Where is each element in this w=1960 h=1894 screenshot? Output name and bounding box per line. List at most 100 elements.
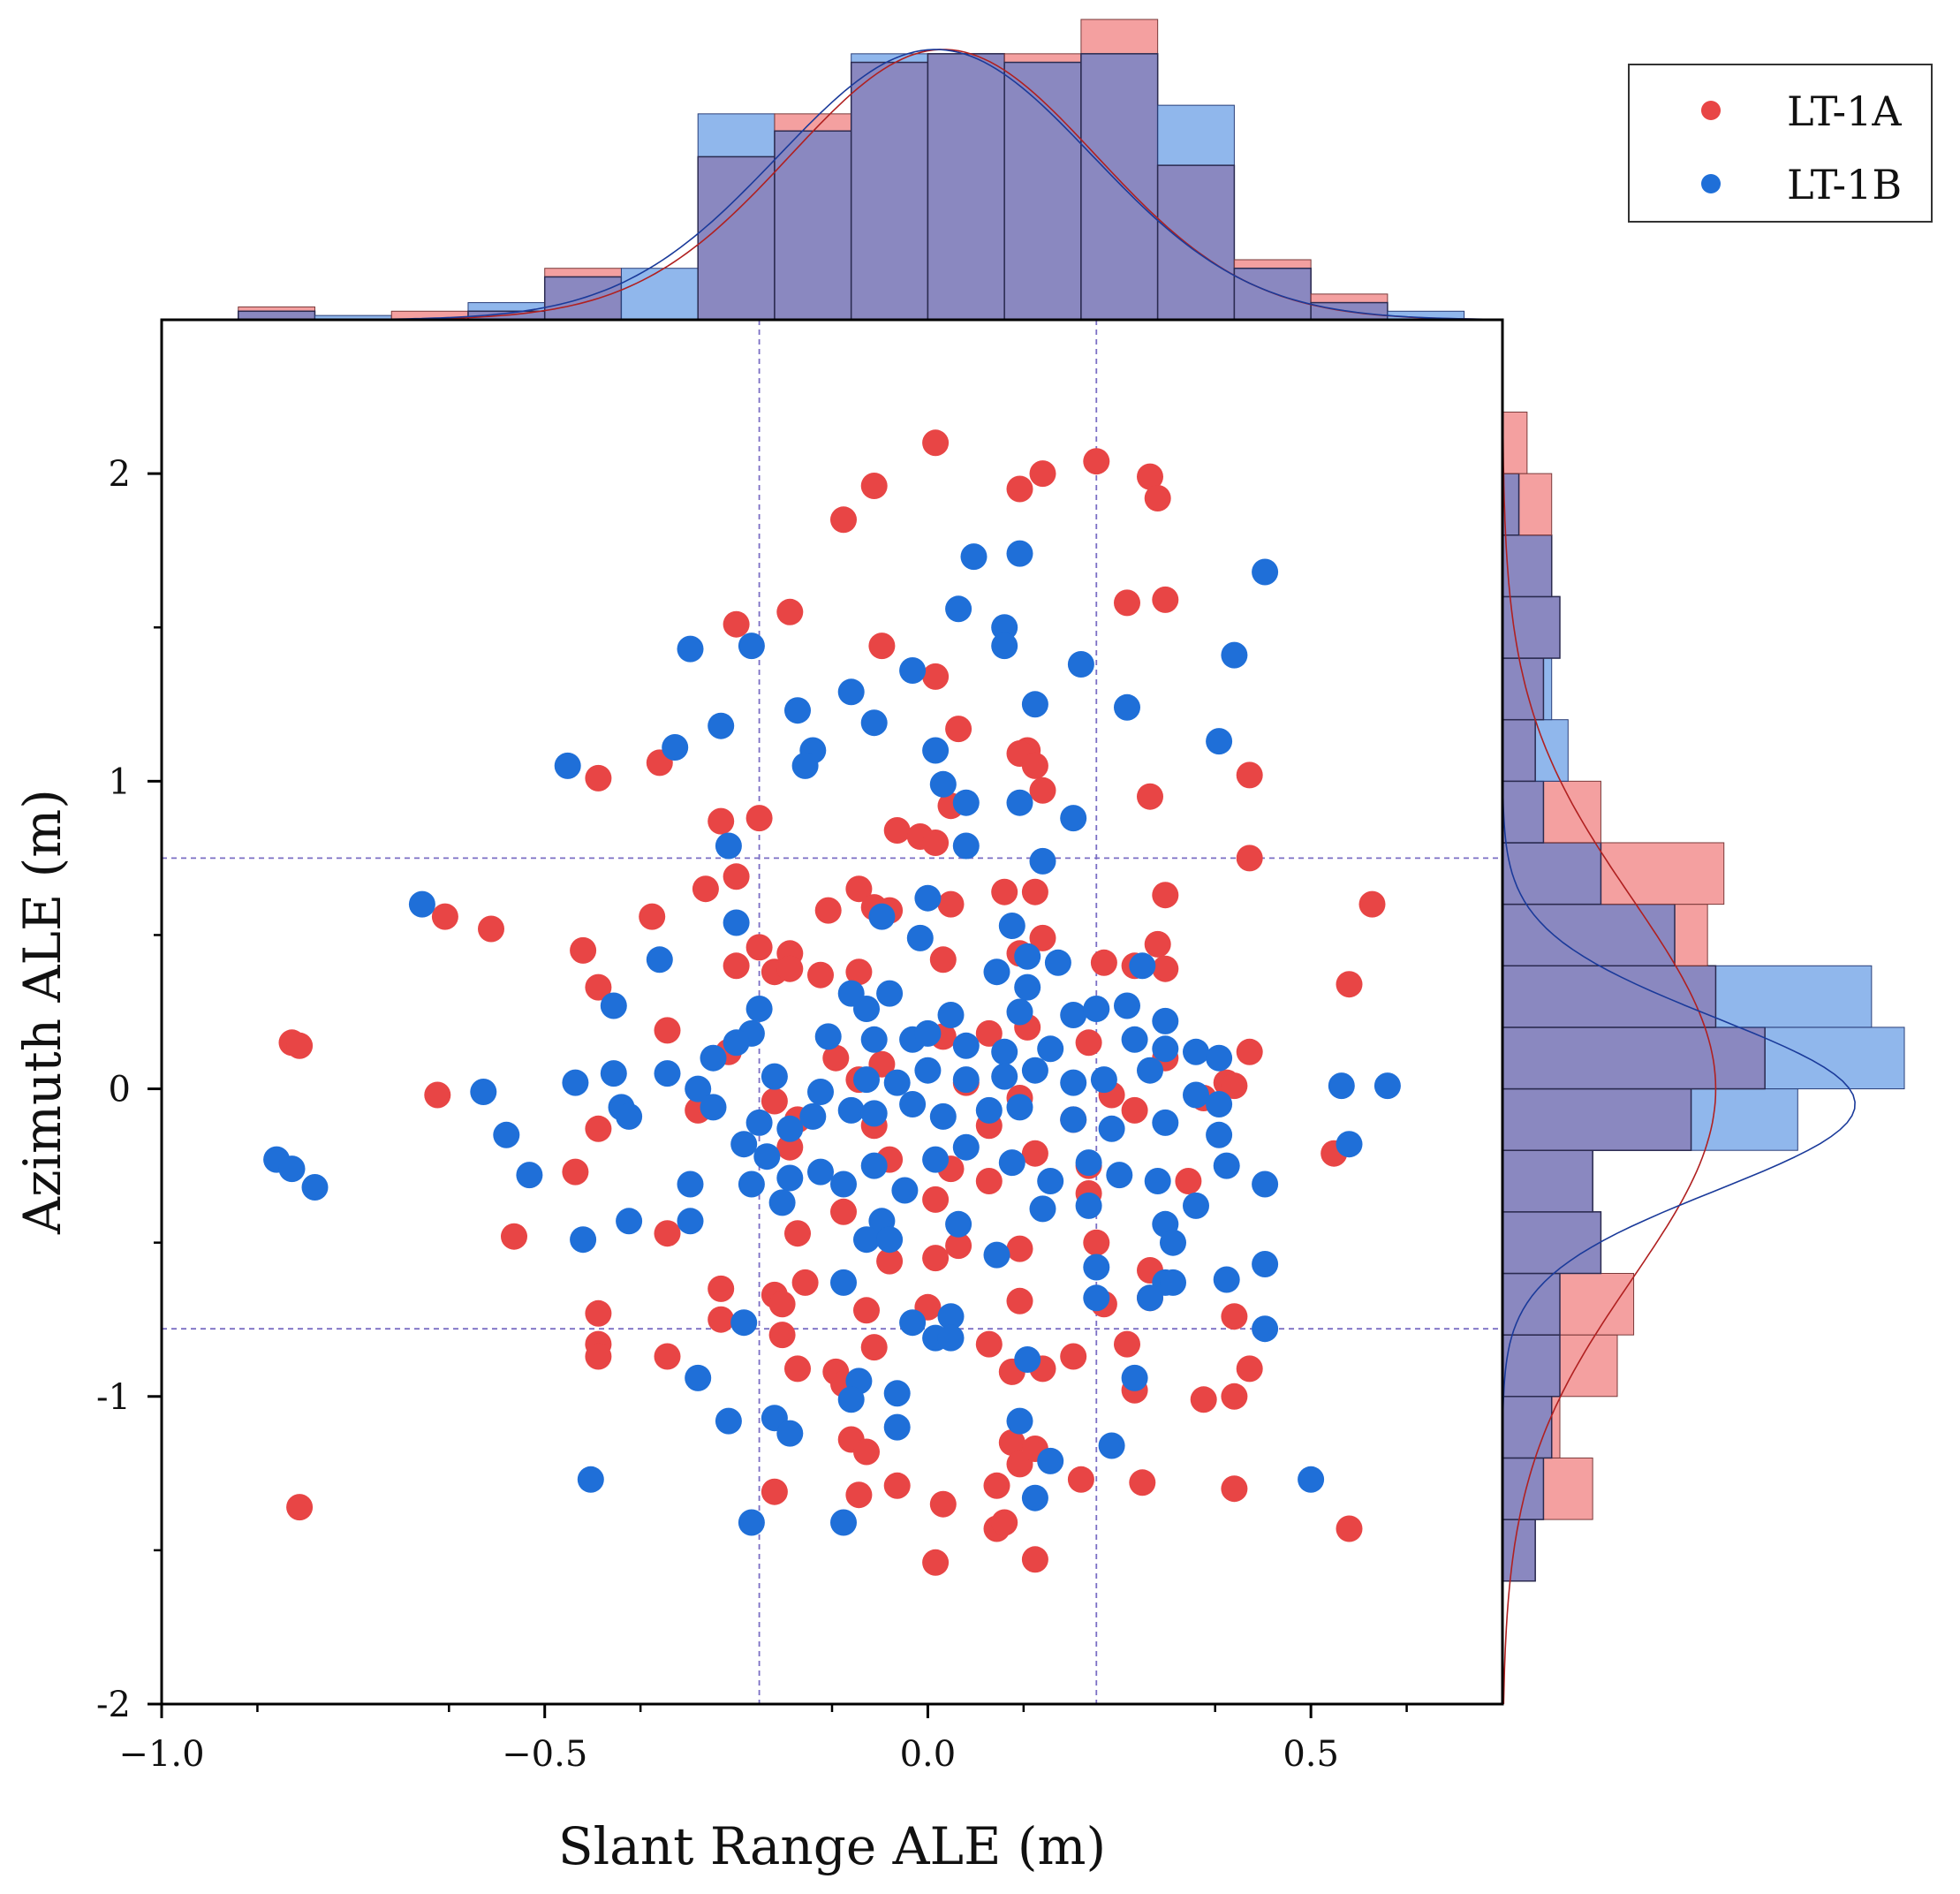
scatter-point-lt-1b (600, 1060, 627, 1087)
top-hist-bar-overlap (1156, 164, 1236, 321)
scatter-point-lt-1a (776, 1133, 804, 1161)
scatter-point-lt-1b (937, 1324, 965, 1352)
scatter-point-lt-1a (286, 1494, 314, 1521)
scatter-point-lt-1b (837, 1096, 865, 1124)
scatter-point-lt-1b (899, 1091, 927, 1117)
scatter-point-lt-1a (1358, 890, 1386, 918)
scatter-point-lt-1b (1213, 1152, 1240, 1179)
scatter-point-lt-1a (1137, 783, 1163, 810)
scatter-point-lt-1b (1060, 1069, 1087, 1096)
scatter-point-lt-1a (1236, 845, 1263, 872)
scatter-point-lt-1a (723, 610, 750, 638)
scatter-point-lt-1b (860, 1100, 888, 1127)
scatter-point-lt-1b (899, 1309, 927, 1337)
scatter-point-lt-1b (952, 1032, 980, 1059)
scatter-point-lt-1a (1021, 1546, 1048, 1573)
scatter-point-lt-1b (1014, 943, 1041, 970)
scatter-point-lt-1b (945, 1210, 972, 1238)
scatter-point-lt-1b (1037, 1447, 1064, 1474)
scatter-point-lt-1b (952, 832, 980, 860)
scatter-point-lt-1a (975, 1330, 1003, 1358)
scatter-point-lt-1b (677, 1208, 704, 1235)
scatter-point-lt-1b (730, 1131, 758, 1158)
scatter-point-lt-1a (845, 958, 873, 986)
right-hist-bar-overlap (1502, 1211, 1602, 1275)
scatter-point-lt-1a (1029, 924, 1056, 951)
scatter-point-lt-1b (791, 752, 819, 779)
scatter-point-lt-1b (991, 633, 1018, 660)
scatter-point-lt-1b (960, 543, 988, 571)
scatter-point-lt-1b (899, 657, 927, 684)
scatter-point-lt-1b (1252, 558, 1279, 586)
scatter-point-lt-1b (807, 1158, 834, 1186)
scatter-point-lt-1b (1083, 1254, 1110, 1281)
scatter-point-lt-1b (937, 1002, 965, 1028)
right-hist-bar-overlap (1502, 1087, 1692, 1151)
scatter-point-lt-1b (753, 1143, 781, 1170)
scatter-point-lt-1a (723, 863, 750, 890)
scatter-point-lt-1b (1060, 805, 1087, 832)
scatter-point-lt-1b (470, 1079, 497, 1105)
scatter-point-lt-1a (1021, 1140, 1048, 1167)
scatter-point-lt-1a (1006, 1287, 1033, 1314)
scatter-point-lt-1b (715, 1407, 742, 1435)
scatter-point-lt-1a (1236, 1355, 1263, 1383)
scatter-point-lt-1b (1106, 1162, 1133, 1189)
scatter-point-lt-1a (654, 1017, 681, 1044)
scatter-point-lt-1a (761, 1087, 788, 1115)
y-tick-label: -2 (96, 1685, 131, 1725)
scatter-point-lt-1b (1206, 728, 1233, 755)
scatter-point-lt-1b (654, 1060, 681, 1087)
right-hist-bar-overlap (1502, 1027, 1766, 1090)
scatter-point-lt-1b (1137, 1284, 1163, 1312)
x-tick-label: 0.0 (900, 1734, 957, 1775)
scatter-point-lt-1b (768, 1189, 796, 1216)
scatter-point-lt-1b (952, 789, 980, 816)
scatter-point-lt-1a (1129, 1469, 1156, 1496)
scatter-point-lt-1a (1137, 463, 1163, 490)
scatter-point-lt-1a (768, 1291, 796, 1318)
scatter-point-lt-1b (1037, 1168, 1064, 1194)
scatter-point-lt-1a (585, 974, 612, 1001)
scatter-point-lt-1b (776, 1420, 804, 1447)
scatter-point-lt-1b (883, 1069, 911, 1096)
scatter-point-lt-1b (677, 1170, 704, 1198)
scatter-point-lt-1b (1374, 1072, 1401, 1100)
scatter-point-lt-1b (1298, 1466, 1325, 1493)
scatter-point-lt-1a (822, 1044, 850, 1072)
scatter-point-lt-1a (922, 1186, 950, 1213)
scatter-point-lt-1b (516, 1162, 543, 1189)
scatter-point-lt-1b (700, 1094, 727, 1121)
scatter-point-lt-1b (1160, 1269, 1186, 1296)
right-hist-bar-overlap (1502, 965, 1717, 1028)
right-hist-bar-overlap (1502, 534, 1553, 598)
scatter-point-lt-1b (1252, 1315, 1279, 1343)
scatter-point-lt-1b (1098, 1115, 1125, 1142)
scatter-point-lt-1b (708, 712, 735, 739)
scatter-point-lt-1b (761, 1063, 788, 1090)
legend-marker-lt-1b (1701, 174, 1721, 193)
scatter-point-lt-1b (616, 1102, 643, 1130)
scatter-point-lt-1a (654, 1220, 681, 1247)
scatter-point-lt-1b (914, 1019, 942, 1047)
scatter-point-lt-1b (1029, 847, 1056, 875)
scatter-point-lt-1b (998, 913, 1025, 939)
scatter-point-lt-1b (1336, 1131, 1363, 1158)
scatter-point-lt-1b (1075, 1149, 1102, 1177)
scatter-point-lt-1b (929, 1102, 957, 1130)
scatter-point-lt-1a (1067, 1466, 1094, 1493)
scatter-point-lt-1a (830, 506, 857, 534)
scatter-point-lt-1a (1006, 475, 1033, 503)
scatter-point-lt-1a (945, 716, 972, 743)
scatter-point-lt-1b (301, 1174, 329, 1201)
scatter-point-lt-1b (1037, 1035, 1064, 1063)
scatter-point-lt-1b (983, 1241, 1010, 1269)
axes: −1.0 −0.5 0.0 0.5 -2 -1 0 1 2 (96, 318, 1504, 1775)
scatter-point-lt-1b (616, 1208, 643, 1235)
scatter-point-lt-1b (975, 1096, 1003, 1124)
scatter-point-lt-1b (807, 1079, 834, 1105)
scatter-point-lt-1b (1152, 1035, 1179, 1063)
scatter-point-lt-1b (991, 1038, 1018, 1065)
right-hist-bar-overlap (1502, 1334, 1561, 1398)
